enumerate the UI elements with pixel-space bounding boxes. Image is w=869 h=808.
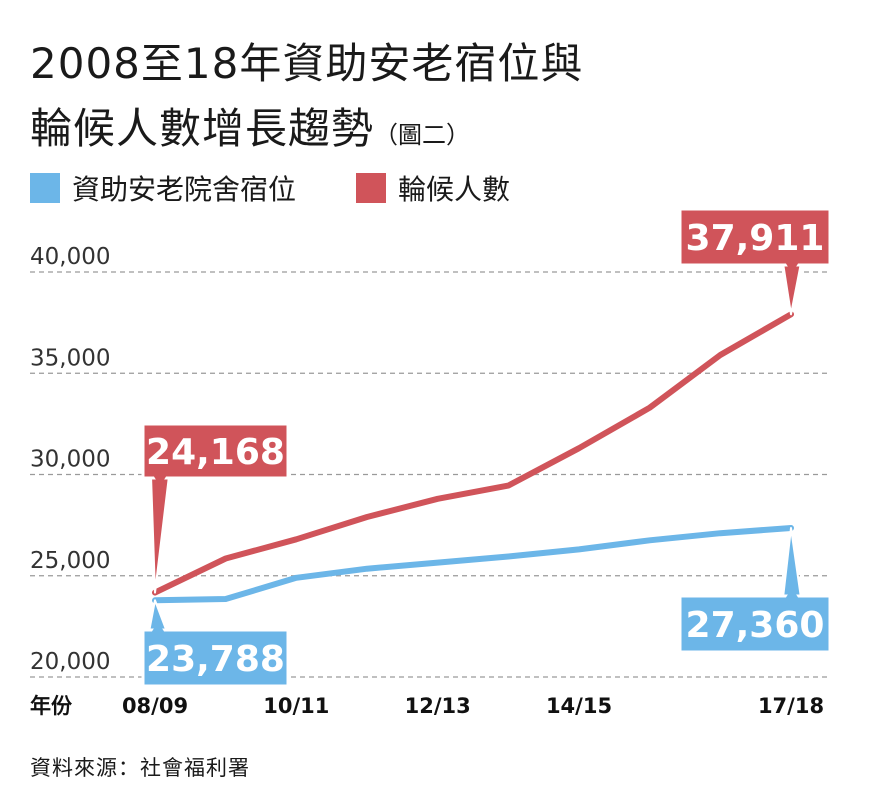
legend-label-waiting: 輪候人數: [398, 173, 511, 206]
callout-beds-end-box: [678, 594, 832, 654]
callout-waiting-start-pointer-fill: [153, 475, 167, 486]
x-tick-label: 12/13: [405, 694, 471, 718]
y-tick-label: 25,000: [30, 548, 110, 574]
callout-waiting-start-pointer: [150, 475, 170, 594]
y-tick-label: 40,000: [30, 244, 110, 270]
x-tick-label: 08/09: [122, 694, 188, 718]
legend-swatch-waiting: [356, 173, 387, 203]
chart-title-line2: 輪候人數增長趨勢（圖二）: [30, 104, 471, 153]
legend-item-waiting: 輪候人數: [356, 168, 510, 208]
series-line-beds: [152, 525, 794, 604]
x-tick-label: 14/15: [546, 694, 612, 718]
callout-waiting-end-value: 37,911: [686, 218, 825, 259]
callout-waiting-start-value: 24,168: [146, 432, 285, 473]
legend-item-beds: 資助安老院舍宿位: [30, 168, 296, 208]
callout-beds-start-pointer-fill: [151, 622, 165, 633]
legend-label-beds: 資助安老院舍宿位: [72, 173, 297, 206]
x-tick-label: 10/11: [263, 694, 329, 718]
x-tick-label: 17/18: [758, 694, 824, 718]
y-tick-label: 30,000: [30, 447, 110, 473]
callout-beds-start-value: 23,788: [146, 639, 285, 680]
callout-waiting-end-box: [678, 207, 832, 267]
legend: 資助安老院舍宿位 輪候人數: [30, 168, 570, 208]
y-tick-label: 20,000: [30, 649, 110, 675]
callout-beds-end-value: 27,360: [686, 605, 825, 646]
chart-title-line1: 2008至18年資助安老宿位與: [30, 39, 584, 88]
figure-note: （圖二）: [374, 121, 471, 149]
series-line-waiting: [152, 311, 794, 596]
callout-beds-start-box: [141, 628, 290, 688]
callout-waiting-end-pointer-fill: [785, 262, 799, 273]
source-note: 資料來源：社會福利署: [30, 756, 250, 780]
callout-beds-end-pointer-fill: [785, 588, 799, 599]
x-axis-label: 年份: [30, 694, 73, 718]
callout-beds-end-pointer: [782, 526, 802, 599]
legend-swatch-beds: [30, 173, 60, 203]
callout-waiting-start-box: [141, 422, 290, 480]
y-tick-label: 35,000: [30, 345, 110, 371]
